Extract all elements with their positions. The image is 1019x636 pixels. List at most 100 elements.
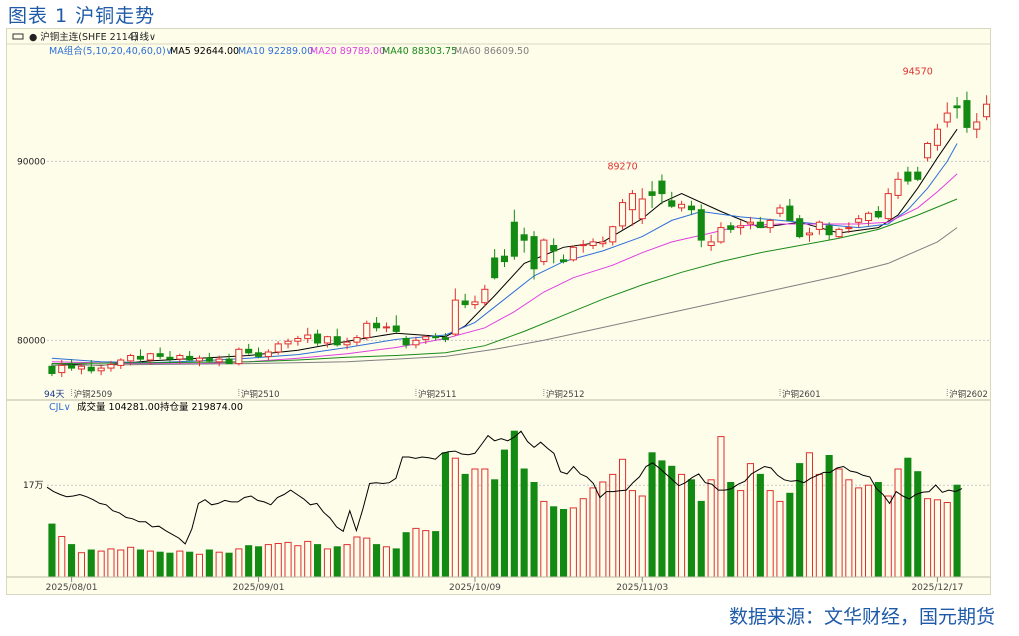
volume-bar-down [136, 549, 144, 578]
candle-down [245, 348, 253, 354]
volume-bar-down [156, 551, 164, 578]
candle-up [835, 228, 843, 238]
contract-markers: 沪铜2509 沪铜2510 沪铜2511 沪铜2512 沪铜2601 沪铜2602 [71, 389, 988, 400]
candle-down [560, 259, 568, 263]
candle-down [373, 322, 381, 329]
candle-up [146, 353, 154, 361]
ma5-line [51, 128, 958, 366]
candle-up [471, 301, 479, 306]
volume-bar-up [323, 548, 331, 578]
ma-group-label[interactable]: MA组合(5,10,20,40,60,0)∨ [49, 45, 173, 57]
candle-up [481, 288, 489, 304]
figure-title: 图表 1 沪铜走势 [8, 5, 156, 27]
candle-down [136, 355, 144, 360]
volume-bar-down [500, 449, 508, 578]
volume-bar-up [284, 541, 292, 578]
candle-down [205, 357, 213, 362]
ma20-line [51, 173, 958, 365]
volume-bar-down [648, 452, 656, 578]
volume-bars [48, 430, 961, 578]
volume-bar-down [560, 509, 568, 578]
candle-up [343, 341, 351, 346]
open-interest-value: 持仓量 219874.00 [160, 401, 243, 413]
volume-bar-up [58, 536, 66, 578]
candle-down [510, 221, 518, 257]
candle-down [314, 333, 322, 344]
volume-bar-up [865, 484, 873, 578]
candle-up [176, 355, 184, 360]
candle-down [432, 336, 440, 339]
contract-label[interactable]: ● 沪铜主连(SHFE 2114) [29, 31, 138, 43]
volume-bar-up [884, 495, 892, 578]
candle-down [697, 209, 705, 241]
volume-bar-up [304, 540, 312, 578]
volume-bar-up [569, 507, 577, 578]
volume-bar-up [805, 452, 814, 578]
volume-bar-down [186, 551, 194, 578]
volume-bar-down [255, 546, 263, 578]
ma20-legend: MA20 89789.00 [310, 46, 385, 57]
candle-up [294, 338, 302, 342]
candle-up [304, 334, 312, 340]
volume-bar-up [481, 468, 489, 578]
volume-bar-up [924, 498, 932, 578]
candle-up [107, 364, 115, 369]
candle-up [894, 178, 902, 196]
ma60-legend: MA60 86609.50 [454, 46, 529, 57]
volume-bar-up [382, 546, 390, 578]
volume-bar-down [786, 492, 794, 578]
date-tick-label: 2025/09/01 [233, 583, 285, 593]
volume-bar-up [737, 490, 745, 578]
candle-up [235, 348, 243, 365]
volume-bar-down [520, 468, 528, 578]
price-annotations: 89270 94570 [607, 67, 932, 173]
ma-legend: MA组合(5,10,20,40,60,0)∨ MA5 92644.00 MA10… [49, 45, 529, 57]
date-tick-label: 2025/11/03 [616, 583, 668, 593]
candle-down [825, 225, 833, 236]
candle-up [195, 357, 203, 362]
volume-bar-up [215, 551, 223, 578]
volume-bar-up [717, 436, 725, 578]
cjl-label[interactable]: CJL∨ [49, 402, 71, 413]
date-tick-label: 2025/08/01 [46, 583, 98, 593]
volume-bar-down [432, 531, 440, 578]
contract-marker-label: 沪铜2512 [546, 389, 585, 400]
volume-bar-down [166, 552, 174, 578]
candle-down [727, 225, 735, 230]
candle-up [117, 359, 125, 366]
candle-up [717, 227, 725, 243]
candle-down [461, 300, 469, 306]
volume-legend: CJL∨ 成交量 104281.00 持仓量 219874.00 [49, 401, 243, 413]
candle-down [441, 337, 449, 340]
candlestick-chart[interactable]: ● 沪铜主连(SHFE 2114) 日线∨ MA组合(5,10,20,40,60… [7, 29, 990, 594]
volume-bar-up [264, 544, 272, 578]
volume-bar-down [904, 457, 912, 578]
candle-down [87, 366, 95, 372]
candle-up [451, 299, 459, 335]
candle-up [737, 225, 745, 229]
price-y-axis: 90000 80000 [17, 157, 46, 346]
volume-bar-up [451, 457, 459, 578]
volume-bar-up [766, 490, 774, 578]
candle-down [166, 356, 174, 360]
volume-bar-down [245, 545, 253, 578]
candle-down [914, 171, 922, 180]
candle-up [422, 336, 430, 340]
candle-up [363, 322, 371, 339]
window-toggle-icon[interactable] [12, 33, 24, 40]
period-label[interactable]: 日线∨ [130, 31, 156, 43]
volume-value: 成交量 104281.00 [77, 401, 160, 413]
volume-bar-up [678, 473, 686, 578]
candle-down [756, 221, 764, 229]
volume-bar-up [363, 537, 371, 578]
candle-up [924, 143, 932, 159]
chart-window[interactable]: ● 沪铜主连(SHFE 2114) 日线∨ MA组合(5,10,20,40,60… [6, 28, 991, 595]
volume-bar-up [343, 544, 351, 578]
moving-average-lines [51, 128, 958, 366]
volume-bar-down [687, 479, 696, 578]
volume-bar-down [68, 544, 76, 578]
candle-down [500, 255, 508, 263]
volume-bar-up [815, 473, 823, 578]
candle-up [58, 364, 66, 374]
volume-bar-down [697, 500, 705, 578]
